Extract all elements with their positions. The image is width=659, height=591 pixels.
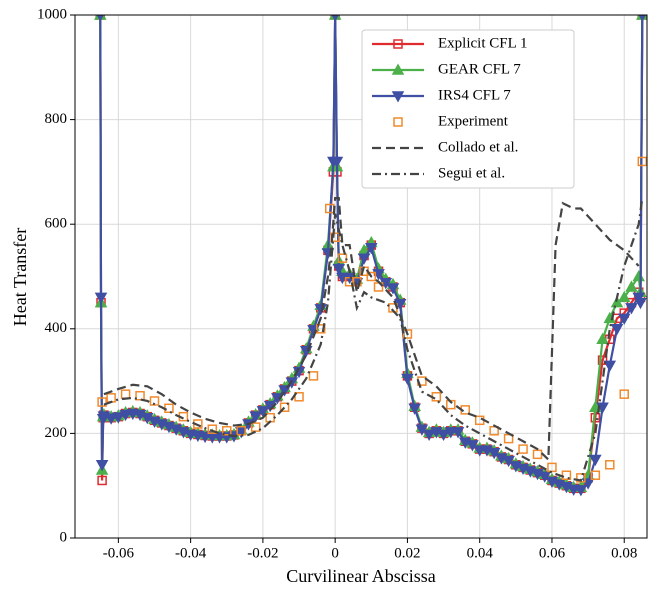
marker (625, 280, 638, 292)
x-tick-label: -0.04 (175, 545, 207, 561)
y-axis-label: Heat Transfer (10, 228, 30, 326)
marker (402, 329, 413, 339)
legend: Explicit CFL 1 GEAR CFL 7 IRS4 CFL 7 Experi… (361, 29, 575, 189)
legend-label: Segui et al. (438, 165, 505, 181)
marker (256, 406, 270, 418)
marker (279, 402, 290, 412)
marker (366, 271, 377, 282)
marker (94, 292, 108, 304)
series-line (103, 196, 640, 463)
plot-area (94, 15, 647, 497)
x-tick-label: -0.02 (247, 545, 278, 561)
marker (330, 156, 344, 168)
marker (119, 409, 132, 422)
marker (473, 445, 486, 457)
marker (574, 485, 588, 497)
marker (332, 263, 346, 276)
marker (135, 390, 145, 401)
marker (634, 297, 647, 310)
marker (97, 475, 107, 486)
marker (315, 324, 326, 334)
legend-marker (391, 91, 405, 103)
marker (603, 360, 617, 372)
marker (365, 242, 378, 255)
marker (97, 397, 107, 407)
marker (95, 460, 109, 472)
marker (386, 283, 400, 295)
y-tick-label: 1000 (37, 6, 67, 22)
marker (619, 389, 629, 399)
legend-marker (393, 39, 403, 49)
x-axis-label: Curvilinear Abscissa (286, 566, 435, 586)
marker (112, 412, 125, 424)
marker (589, 454, 602, 467)
marker (625, 303, 638, 315)
marker (596, 332, 609, 345)
marker (120, 389, 131, 399)
marker (576, 473, 586, 483)
legend-marker (393, 117, 403, 127)
x-tick-label: 0 (331, 545, 339, 561)
marker (222, 426, 232, 436)
x-tick-label: 0.04 (467, 545, 494, 561)
x-tick-label: 0.02 (394, 545, 420, 561)
marker (250, 422, 261, 432)
y-tick-label: 0 (60, 529, 68, 545)
legend-label: IRS4 CFL 7 (438, 87, 511, 103)
marker (637, 156, 647, 167)
legend-label: GEAR CFL 7 (438, 61, 521, 77)
marker (294, 392, 304, 402)
marker (605, 460, 615, 470)
series-line (103, 197, 644, 482)
marker (106, 393, 116, 403)
marker (617, 290, 631, 303)
marker (357, 253, 371, 265)
marker (344, 276, 355, 287)
plot-frame (74, 14, 648, 539)
marker (249, 411, 262, 423)
marker (422, 429, 436, 441)
marker (617, 313, 631, 325)
marker (444, 427, 458, 439)
y-tick-label: 400 (45, 320, 68, 336)
marker (104, 413, 118, 425)
marker (518, 444, 528, 454)
marker (632, 269, 645, 282)
x-tick-label: -0.06 (103, 545, 135, 561)
y-tick-label: 800 (45, 111, 68, 127)
marker (401, 373, 414, 386)
marker (236, 426, 246, 436)
marker (532, 449, 543, 460)
y-tick-label: 200 (45, 425, 68, 441)
legend-label: Explicit CFL 1 (438, 35, 527, 51)
y-tick-label: 600 (45, 216, 68, 232)
marker (337, 253, 348, 263)
marker (451, 427, 465, 439)
marker (164, 403, 174, 414)
marker (234, 427, 248, 439)
x-tick-label: 0.08 (611, 545, 637, 561)
marker (278, 385, 291, 397)
marker (437, 429, 450, 441)
marker (207, 424, 218, 434)
legend-label: Collado et al. (438, 139, 518, 155)
marker (597, 355, 608, 365)
marker (308, 371, 319, 381)
legend-marker (391, 63, 405, 75)
x-tick-label: 0.06 (539, 545, 566, 561)
legend-label: Experiment (438, 113, 509, 129)
marker (590, 470, 601, 480)
legend-box (361, 29, 575, 189)
marker (610, 324, 624, 336)
marker (408, 403, 421, 415)
